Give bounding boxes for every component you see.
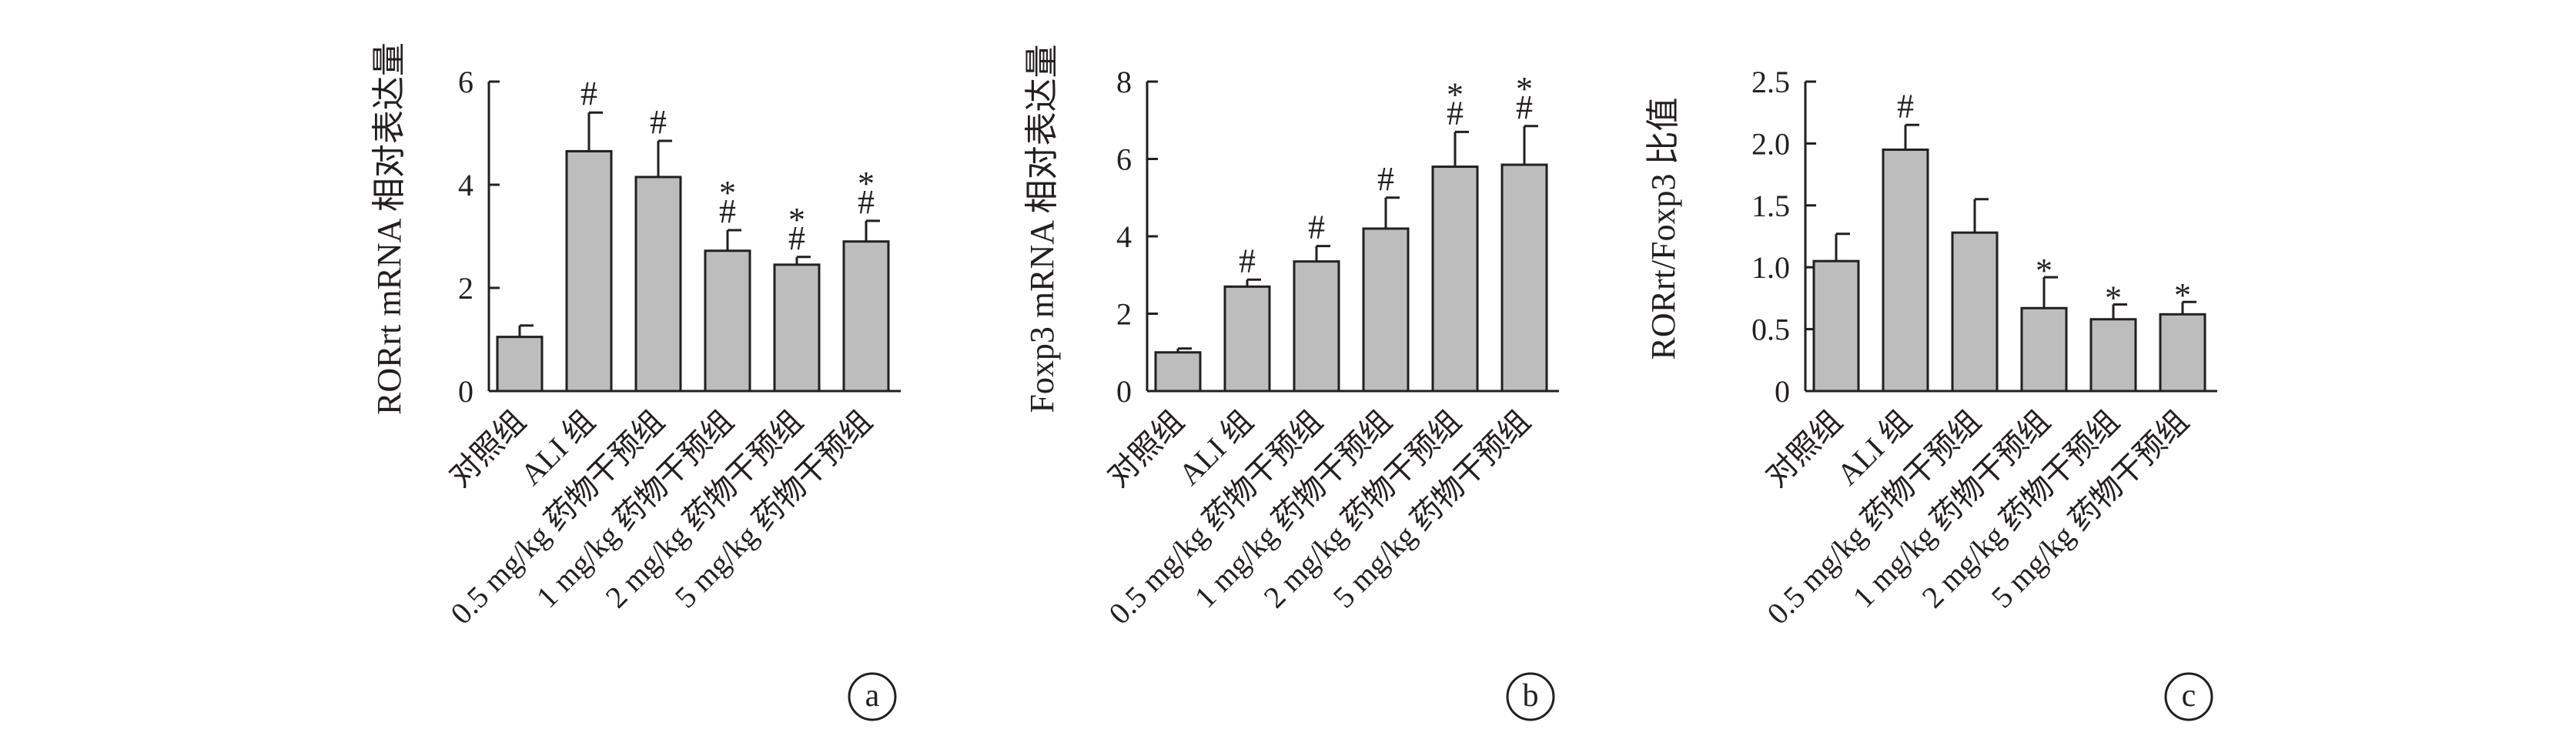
- y-tick-label: 2.0: [1751, 126, 1790, 161]
- significance-hash: #: [788, 219, 805, 257]
- panel-letter-circle: [1506, 672, 1555, 721]
- y-tick-label: 2.5: [1751, 65, 1790, 99]
- bar: [1431, 166, 1479, 393]
- bar: [842, 240, 890, 393]
- y-tick-label: 0: [1775, 374, 1790, 409]
- y-tick-label: 0: [1116, 374, 1132, 409]
- y-tick-label: 1.0: [1751, 250, 1790, 285]
- panel-letter: b: [1523, 678, 1539, 714]
- bar: [2089, 318, 2137, 393]
- y-axis-label: Foxp3 mRNA 相对表达量: [1023, 44, 1061, 413]
- significance-hash: #: [650, 103, 667, 141]
- y-tick-label: 6: [458, 65, 473, 99]
- bar: [565, 149, 613, 393]
- y-tick-label: 0: [458, 374, 473, 409]
- significance-hash: #: [1897, 87, 1914, 125]
- category-label: 对照组: [1759, 404, 1849, 494]
- y-tick-label: 4: [458, 168, 473, 202]
- bar: [1951, 231, 1999, 393]
- significance-hash: #: [1447, 94, 1464, 132]
- y-tick-label: 4: [1116, 219, 1132, 254]
- panel-letter-circle: [2164, 672, 2213, 721]
- significance-hash: #: [1516, 89, 1533, 126]
- bar: [773, 263, 821, 393]
- significance-star: *: [1516, 70, 1533, 108]
- y-tick-label: 2: [458, 271, 473, 306]
- y-axis-label: RORrt mRNA 相对表达量: [370, 42, 408, 415]
- significance-star: *: [2174, 276, 2191, 314]
- significance-star: *: [1447, 75, 1464, 113]
- y-tick-label: 0.5: [1751, 313, 1790, 347]
- bar: [704, 249, 751, 393]
- panel-letter: c: [2182, 678, 2196, 714]
- significance-star: *: [719, 174, 736, 212]
- y-tick-label: 2: [1116, 297, 1132, 332]
- bar: [1500, 163, 1548, 393]
- significance-star: *: [2105, 279, 2122, 316]
- significance-hash: #: [858, 183, 875, 221]
- bar: [1154, 351, 1202, 393]
- y-tick-label: 8: [1116, 65, 1132, 99]
- significance-star: *: [2036, 252, 2052, 289]
- y-tick-label: 6: [1116, 142, 1132, 177]
- y-tick-label: 1.5: [1751, 189, 1790, 223]
- panel-letter: a: [865, 678, 880, 714]
- significance-star: *: [858, 165, 875, 202]
- category-label: 对照组: [1101, 404, 1191, 494]
- panel-letter-circle: [848, 672, 897, 721]
- bar: [2020, 306, 2068, 393]
- bar: [634, 176, 682, 393]
- significance-hash: #: [580, 75, 597, 112]
- bar: [1362, 227, 1410, 393]
- significance-hash: #: [1308, 209, 1325, 246]
- y-axis-label: RORrt/Foxp3 比值: [1644, 97, 1682, 359]
- category-label: 对照组: [443, 404, 533, 494]
- bar: [2159, 313, 2206, 393]
- bar: [1223, 285, 1271, 393]
- bar: [1882, 148, 1929, 393]
- bar: [496, 336, 544, 393]
- significance-hash: #: [719, 192, 736, 230]
- bar: [1293, 260, 1340, 393]
- bar: [1812, 259, 1860, 393]
- significance-hash: #: [1239, 242, 1256, 279]
- significance-star: *: [788, 201, 805, 239]
- significance-hash: #: [1377, 160, 1394, 198]
